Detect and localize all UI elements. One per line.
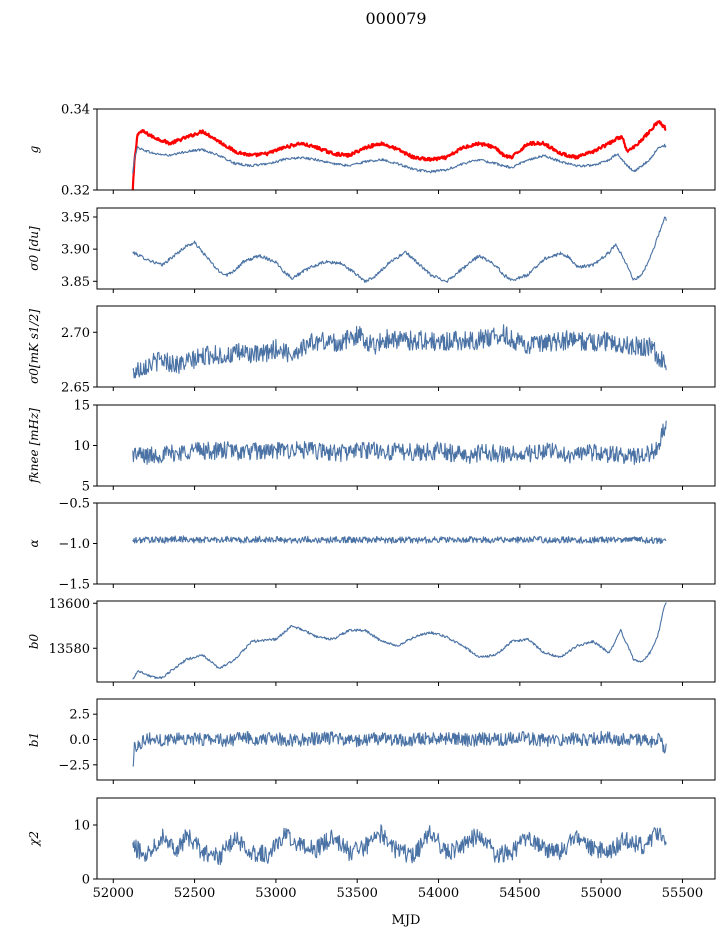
x-tick-label: 53500 [337,886,378,901]
x-tick-label: 53000 [255,886,296,901]
y-axis-label: σ0[mK s1/2] [27,309,41,384]
panel-1: 0.34 0.32 g [27,103,716,199]
figure-title: 000079 [365,9,426,28]
y-axis-label: b1 [27,732,41,747]
y-tick-label: 2.70 [61,326,90,341]
panel-6: 13600 13580 b0 [27,597,716,686]
y-tick-label: 0.34 [61,103,90,118]
x-tick-label: 54500 [499,886,540,901]
panel-2: 3.95 3.90 3.85 σ0 [du] [27,207,716,293]
y-tick-label: −2.5 [58,758,90,773]
y-tick-label: 2.65 [61,381,90,396]
panels: 0.34 0.32 g 3.95 3.90 3.85 σ0 [du] 2.70 2.65 σ0[m… [27,103,716,901]
x-axis-label: MJD [392,913,421,928]
x-tick-label: 55000 [580,886,621,901]
y-tick-label: −1.5 [58,578,90,593]
panel-7: 2.5 0.0 −2.5 b1 [27,698,716,784]
plot-frame [96,797,716,880]
y-tick-label: 0 [82,873,90,888]
y-axis-label: χ2 [27,831,41,847]
series-line-1 [132,824,667,866]
y-tick-label: 0.32 [61,184,90,199]
plot-frame [96,600,716,683]
series-line-1 [132,324,667,379]
series-line-1 [132,730,667,767]
y-tick-label: 3.85 [61,275,90,290]
y-tick-label: −0.5 [58,497,90,512]
plot-frame [96,207,716,290]
y-axis-label: g [27,145,41,153]
y-tick-label: 10 [73,819,90,834]
plot-frame [96,305,716,388]
y-tick-label: 15 [73,399,90,414]
panel-8: 52000 52500 53000 53500 54000 54500 55000 55500… [27,797,716,901]
series-line-1 [132,602,667,680]
panel-4: 15 10 5 fknee [mHz] [27,399,716,495]
series-line-1 [131,120,667,190]
y-axis-label: fknee [mHz] [27,408,41,484]
series-line-1 [132,420,667,465]
y-tick-label: 5 [82,480,90,495]
y-tick-label: 3.90 [61,243,90,258]
panel-3: 2.70 2.65 σ0[mK s1/2] [27,305,716,396]
series-line-1 [132,535,667,545]
y-axis-label: b0 [27,633,41,649]
x-tick-label: 52000 [93,886,134,901]
series-line-2 [132,143,667,174]
y-tick-label: 2.5 [69,708,90,723]
y-tick-label: −1.0 [58,537,90,552]
plot-frame [96,108,716,191]
series-line-1 [132,216,667,283]
plot-frame [96,502,716,585]
y-axis-label: α [27,539,41,547]
y-tick-label: 13580 [49,642,90,657]
plot-frame [96,404,716,487]
x-tick-label: 54000 [418,886,459,901]
x-tick-label: 52500 [174,886,215,901]
y-axis-label: σ0 [du] [27,226,41,271]
y-tick-label: 3.95 [61,211,90,226]
y-tick-label: 13600 [49,597,90,612]
panel-5: −0.5 −1.0 −1.5 α [27,497,716,593]
y-tick-label: 10 [73,439,90,454]
x-tick-label: 55500 [662,886,703,901]
y-tick-label: 0.0 [69,733,90,748]
